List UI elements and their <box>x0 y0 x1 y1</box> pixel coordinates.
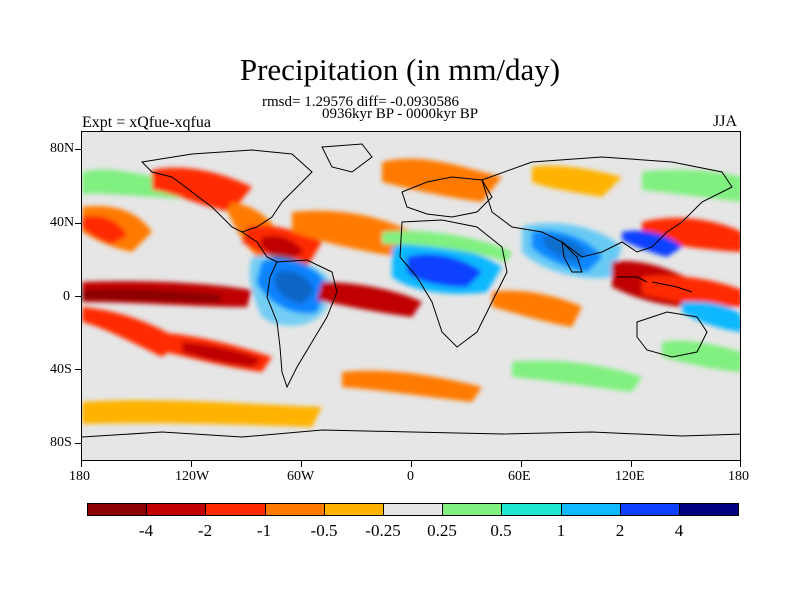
x-tick-label-120w: 120W <box>175 469 210 484</box>
period-line: 0936kyr BP - 0000kyr BP <box>322 106 479 122</box>
colorbar-swatch-6 <box>383 504 444 515</box>
colorbar-label: 4 <box>674 521 684 540</box>
stats-line: rmsd= 1.29576 diff= -0.0930586 <box>262 94 460 110</box>
x-tick-mark-120e <box>631 461 632 467</box>
coastlines <box>82 143 740 438</box>
y-tick-label-40n: 40N <box>50 215 75 230</box>
colorbar-label: -1 <box>256 521 272 540</box>
colorbar-swatch-7 <box>443 504 503 515</box>
x-tick-mark-180w <box>81 461 82 467</box>
colorbar-swatch-9 <box>561 504 621 515</box>
colorbar-swatch-5 <box>324 504 384 515</box>
colorbar-swatch-1 <box>88 504 148 515</box>
figure-title: Precipitation (in mm/day) <box>239 52 561 87</box>
colorbar-label: -4 <box>138 521 154 540</box>
y-tick-label-eq: 0 <box>63 289 70 304</box>
y-tick-label-40s: 40S <box>50 362 72 377</box>
colorbar-label: -0.25 <box>365 521 401 540</box>
colorbar-swatch-4 <box>265 504 325 515</box>
x-tick-mark-0 <box>411 461 412 467</box>
colorbar-swatch-11 <box>679 504 739 515</box>
colorbar-swatch-10 <box>620 504 680 515</box>
y-tick-mark-40s <box>75 369 81 370</box>
colorbar-swatch-2 <box>147 504 207 515</box>
x-tick-label-180w: 180 <box>69 469 90 484</box>
colorbar-swatch-3 <box>206 504 266 515</box>
colorbar-label: -2 <box>197 521 213 540</box>
colorbar-label: 2 <box>615 521 625 540</box>
precip-anomaly-map <box>82 132 740 460</box>
x-tick-mark-180e <box>740 461 741 467</box>
colorbar-label: 1 <box>556 521 566 540</box>
x-tick-label-60e: 60E <box>508 469 531 484</box>
y-tick-mark-80n <box>75 149 81 150</box>
x-tick-label-120e: 120E <box>615 469 645 484</box>
colorbar-label: -0.5 <box>310 521 338 540</box>
colorbar-label: 0.25 <box>427 521 457 540</box>
x-tick-mark-60w <box>301 461 302 467</box>
colorbar <box>87 503 739 516</box>
anomaly-field <box>82 158 740 427</box>
experiment-label: Expt = xQfue-xqfua <box>82 114 211 131</box>
map-panel <box>81 131 741 461</box>
y-tick-label-80s: 80S <box>50 435 72 450</box>
x-tick-label-0: 0 <box>407 469 414 484</box>
colorbar-label: 0.5 <box>490 521 512 540</box>
season-label: JJA <box>713 113 738 130</box>
x-tick-mark-120w <box>191 461 192 467</box>
y-tick-mark-eq <box>75 296 81 297</box>
y-tick-mark-40n <box>75 223 81 224</box>
colorbar-swatch-8 <box>502 504 562 515</box>
x-tick-label-60w: 60W <box>287 469 315 484</box>
y-tick-mark-80s <box>75 443 81 444</box>
x-tick-mark-60e <box>521 461 522 467</box>
x-tick-label-180e: 180 <box>728 469 749 484</box>
y-tick-label-80n: 80N <box>50 141 75 156</box>
